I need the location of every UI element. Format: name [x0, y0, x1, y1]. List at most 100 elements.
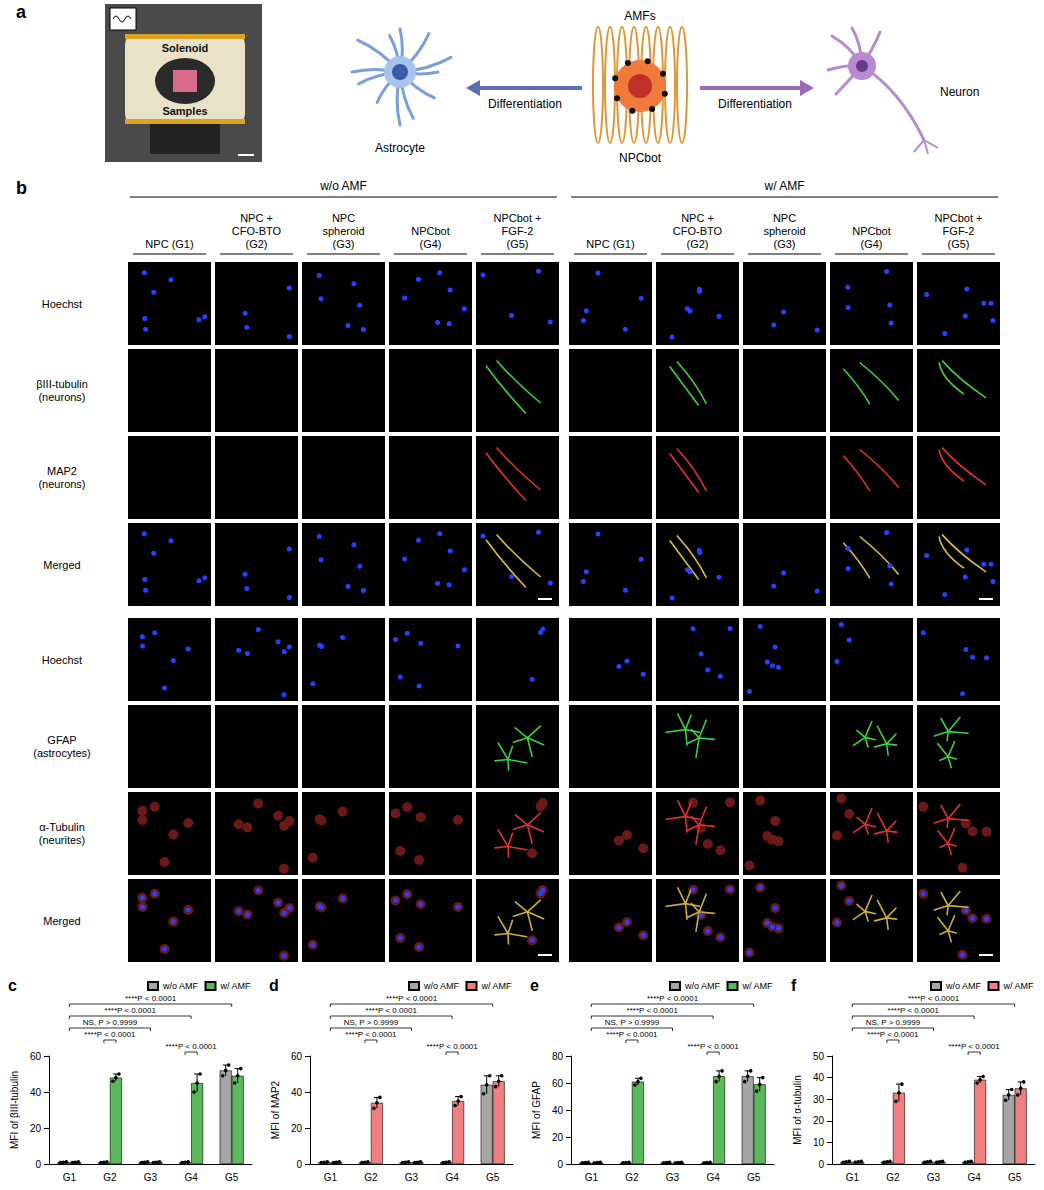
svg-text:a: a	[16, 2, 27, 22]
svg-text:w/o AMF: w/o AMF	[945, 981, 982, 991]
svg-text:G5: G5	[486, 1172, 500, 1183]
svg-text:f: f	[791, 977, 797, 994]
svg-text:w/ AMF: w/ AMF	[742, 981, 774, 991]
svg-text:NPC (G1): NPC (G1)	[145, 238, 193, 250]
svg-text:(G4): (G4)	[420, 238, 442, 250]
svg-text:****P < 0.0001: ****P < 0.0001	[908, 994, 960, 1003]
svg-text:w/o AMF: w/o AMF	[423, 981, 460, 991]
svg-text:w/ AMF: w/ AMF	[481, 981, 513, 991]
svg-text:NS, P > 0.9999: NS, P > 0.9999	[605, 1018, 660, 1027]
svg-text:NPCbot +: NPCbot +	[494, 212, 542, 224]
svg-text:20: 20	[552, 1132, 564, 1143]
svg-text:NPC +: NPC +	[681, 212, 714, 224]
svg-text:Merged: Merged	[43, 915, 80, 927]
svg-text:40: 40	[552, 1105, 564, 1116]
svg-text:30: 30	[813, 1094, 825, 1105]
svg-text:Neuron: Neuron	[940, 85, 979, 99]
svg-text:(G4): (G4)	[861, 238, 883, 250]
svg-text:40: 40	[813, 1072, 825, 1083]
svg-text:βIII-tubulin: βIII-tubulin	[36, 378, 88, 390]
svg-text:G5: G5	[747, 1172, 761, 1183]
svg-text:NPC (G1): NPC (G1)	[586, 238, 634, 250]
svg-text:w/o AMF: w/o AMF	[162, 981, 199, 991]
svg-text:60: 60	[552, 1078, 564, 1089]
svg-text:MFI of GFAP: MFI of GFAP	[531, 1081, 542, 1139]
svg-text:40: 40	[30, 1087, 42, 1098]
svg-text:NPCbot +: NPCbot +	[935, 212, 983, 224]
svg-text:(astrocytes): (astrocytes)	[33, 747, 90, 759]
svg-text:FGF-2: FGF-2	[502, 225, 534, 237]
svg-text:40: 40	[291, 1087, 303, 1098]
svg-text:****P < 0.0001: ****P < 0.0001	[125, 994, 177, 1003]
svg-text:G2: G2	[103, 1172, 117, 1183]
svg-text:80: 80	[552, 1051, 564, 1062]
svg-text:Merged: Merged	[43, 559, 80, 571]
svg-text:****P < 0.0001: ****P < 0.0001	[105, 1006, 157, 1015]
svg-text:****P < 0.0001: ****P < 0.0001	[888, 1006, 940, 1015]
svg-text:α-Tubulin: α-Tubulin	[39, 821, 85, 833]
svg-text:G4: G4	[445, 1172, 459, 1183]
svg-text:MFI of MAP2: MFI of MAP2	[270, 1080, 281, 1139]
svg-text:****P < 0.0001: ****P < 0.0001	[687, 1042, 739, 1051]
svg-text:NPC: NPC	[332, 212, 355, 224]
svg-text:MAP2: MAP2	[47, 465, 77, 477]
svg-text:****P < 0.0001: ****P < 0.0001	[606, 1030, 658, 1039]
svg-text:0: 0	[296, 1159, 302, 1170]
svg-text:Solenoid: Solenoid	[162, 42, 208, 54]
svg-text:20: 20	[30, 1123, 42, 1134]
svg-text:(neurons): (neurons)	[38, 478, 85, 490]
svg-text:0: 0	[818, 1159, 824, 1170]
svg-text:w/o AMF: w/o AMF	[319, 179, 367, 193]
svg-text:G3: G3	[927, 1172, 941, 1183]
svg-text:spheroid: spheroid	[322, 225, 364, 237]
svg-text:G2: G2	[364, 1172, 378, 1183]
svg-text:10: 10	[813, 1137, 825, 1148]
svg-text:CFO-BTO: CFO-BTO	[232, 225, 282, 237]
svg-text:****P < 0.0001: ****P < 0.0001	[84, 1030, 136, 1039]
svg-text:(G2): (G2)	[687, 238, 709, 250]
svg-text:CFO-BTO: CFO-BTO	[673, 225, 723, 237]
svg-text:G1: G1	[846, 1172, 860, 1183]
svg-text:NS, P > 0.9999: NS, P > 0.9999	[344, 1018, 399, 1027]
svg-text:G5: G5	[225, 1172, 239, 1183]
svg-text:spheroid: spheroid	[763, 225, 805, 237]
svg-text:G1: G1	[324, 1172, 338, 1183]
svg-text:d: d	[269, 977, 279, 994]
svg-text:w/o AMF: w/o AMF	[684, 981, 721, 991]
svg-text:****P < 0.0001: ****P < 0.0001	[366, 1006, 418, 1015]
svg-text:60: 60	[291, 1051, 303, 1062]
svg-text:****P < 0.0001: ****P < 0.0001	[647, 994, 699, 1003]
svg-text:Astrocyte: Astrocyte	[375, 141, 425, 155]
svg-text:G1: G1	[585, 1172, 599, 1183]
svg-text:MFI of βIII-tubulin: MFI of βIII-tubulin	[9, 1071, 20, 1149]
svg-text:****P < 0.0001: ****P < 0.0001	[627, 1006, 679, 1015]
svg-text:G3: G3	[144, 1172, 158, 1183]
svg-text:20: 20	[291, 1123, 303, 1134]
svg-text:Hoechst: Hoechst	[42, 654, 82, 666]
svg-text:G4: G4	[706, 1172, 720, 1183]
svg-text:FGF-2: FGF-2	[943, 225, 975, 237]
svg-text:AMFs: AMFs	[624, 9, 655, 23]
svg-text:MFI of α-tubulin: MFI of α-tubulin	[792, 1075, 803, 1145]
svg-text:(neurites): (neurites)	[39, 834, 85, 846]
svg-text:G1: G1	[63, 1172, 77, 1183]
svg-text:NPCbot: NPCbot	[852, 225, 891, 237]
svg-text:NPC: NPC	[773, 212, 796, 224]
svg-text:G2: G2	[625, 1172, 639, 1183]
svg-text:20: 20	[813, 1115, 825, 1126]
svg-text:G5: G5	[1008, 1172, 1022, 1183]
svg-text:60: 60	[30, 1051, 42, 1062]
svg-text:NPCbot: NPCbot	[411, 225, 450, 237]
svg-text:NS, P > 0.9999: NS, P > 0.9999	[83, 1018, 138, 1027]
svg-text:b: b	[16, 178, 27, 198]
svg-text:NS, P > 0.9999: NS, P > 0.9999	[866, 1018, 921, 1027]
svg-text:NPCbot: NPCbot	[619, 151, 662, 165]
svg-text:w/ AMF: w/ AMF	[763, 179, 804, 193]
svg-text:****P < 0.0001: ****P < 0.0001	[867, 1030, 919, 1039]
svg-text:(G3): (G3)	[333, 238, 355, 250]
svg-text:(neurons): (neurons)	[38, 391, 85, 403]
svg-text:Differentiation: Differentiation	[718, 97, 792, 111]
svg-text:0: 0	[35, 1159, 41, 1170]
svg-text:(G5): (G5)	[507, 238, 529, 250]
svg-text:50: 50	[813, 1051, 825, 1062]
